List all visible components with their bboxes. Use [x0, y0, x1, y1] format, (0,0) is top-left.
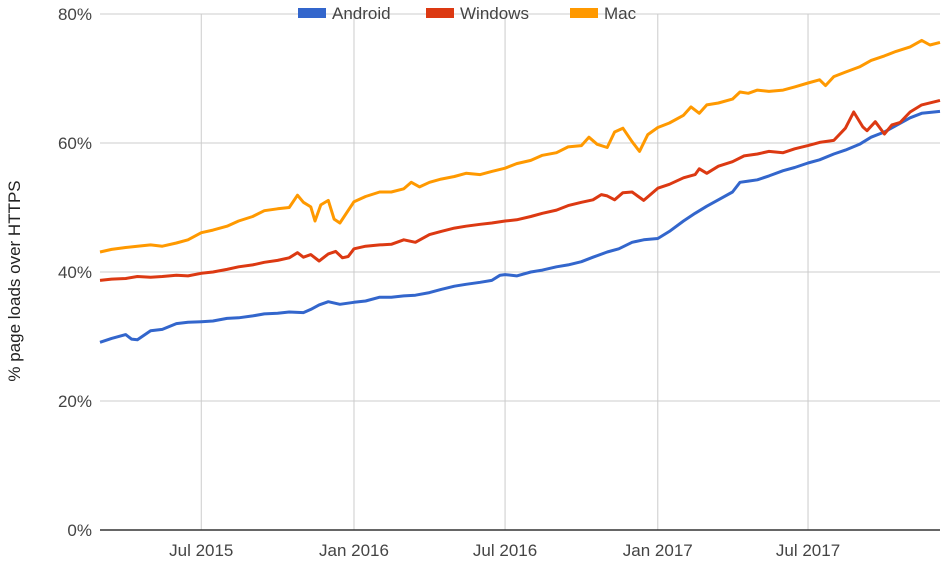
legend-label-windows: Windows: [460, 4, 529, 23]
x-tick-label: Jul 2015: [169, 541, 233, 560]
x-tick-label: Jan 2016: [319, 541, 389, 560]
series-line-mac: [99, 38, 941, 254]
y-axis-title: % page loads over HTTPS: [5, 180, 24, 381]
gridlines: [100, 13, 940, 530]
series-lines: [99, 38, 941, 344]
legend-swatch-mac: [570, 8, 598, 18]
legend-label-android: Android: [332, 4, 391, 23]
legend: Android Windows Mac: [298, 4, 637, 23]
y-tick-label: 20%: [58, 392, 92, 411]
y-tick-label: 60%: [58, 134, 92, 153]
series-line-android: [99, 109, 941, 344]
legend-label-mac: Mac: [604, 4, 637, 23]
series-line-windows: [99, 98, 941, 282]
x-tick-label: Jul 2016: [473, 541, 537, 560]
y-tick-label: 80%: [58, 5, 92, 24]
legend-swatch-android: [298, 8, 326, 18]
y-tick-label: 0%: [67, 521, 92, 540]
legend-swatch-windows: [426, 8, 454, 18]
axes: 0% 20% 40% 60% 80% Jul 2015 Jan 2016 Jul 2016 Ja…: [58, 5, 940, 560]
y-tick-label: 40%: [58, 263, 92, 282]
x-tick-label: Jan 2017: [623, 541, 693, 560]
x-tick-label: Jul 2017: [776, 541, 840, 560]
